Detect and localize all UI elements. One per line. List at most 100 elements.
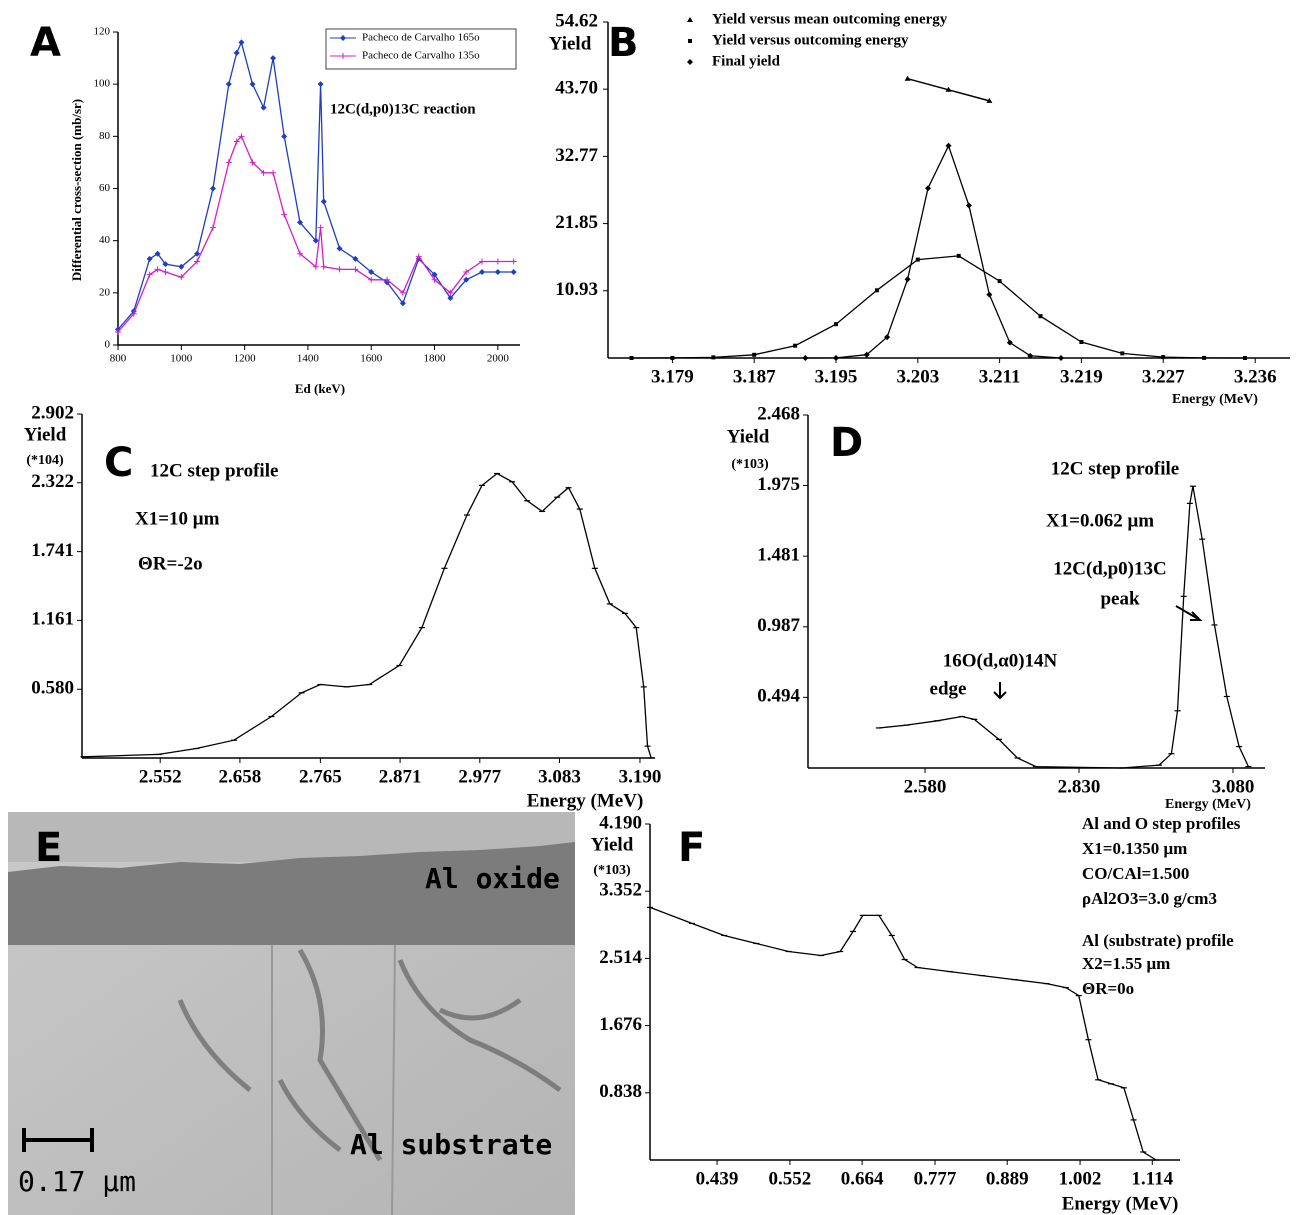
y-tick-label: 21.85 <box>555 212 598 233</box>
x-tick-label: 2.830 <box>1058 776 1101 797</box>
arrow <box>993 682 1007 700</box>
y-tick-label: 120 <box>94 26 111 38</box>
series-line <box>83 472 652 759</box>
x-tick-label: 3.203 <box>896 366 939 387</box>
y-axis-multiplier: (*103) <box>731 457 769 472</box>
annotation: Al (substrate) profile <box>1082 931 1234 950</box>
x-tick-label: 3.190 <box>619 766 662 787</box>
x-tick-label: 800 <box>110 353 127 365</box>
data-point <box>384 276 391 283</box>
data-point <box>479 268 486 275</box>
x-tick-label: 0.552 <box>769 1168 812 1189</box>
annotation: 16O(d,α0)14N <box>943 650 1058 671</box>
data-point <box>297 219 304 226</box>
grain-edge <box>271 944 396 1215</box>
chart-panel: 2.580 2.830 3.080 0.494 0.987 1.481 1.975 2.468… <box>727 403 1265 812</box>
legend-label: Final yield <box>712 53 781 69</box>
x-tick-label: 2.977 <box>458 766 501 787</box>
data-point <box>1120 351 1125 356</box>
data-point <box>238 39 245 46</box>
oxide-label: Al oxide <box>425 862 560 895</box>
data-point <box>431 276 438 283</box>
scale-label: 0.17 μm <box>18 1165 136 1198</box>
data-point <box>154 250 161 257</box>
y-tick-label: 0.838 <box>599 1081 642 1102</box>
data-point <box>904 75 911 81</box>
data-point <box>336 266 343 273</box>
x-tick-label: 2.658 <box>219 766 262 787</box>
y-tick-label: 1.161 <box>31 609 74 630</box>
x-tick-label: 1200 <box>234 353 257 365</box>
y-tick-label: 0.494 <box>757 686 800 707</box>
y-axis-title: Yield <box>727 426 770 447</box>
data-point <box>399 300 406 307</box>
x-tick-label: 1.114 <box>1131 1168 1173 1189</box>
y-tick-label: 0.580 <box>31 678 74 699</box>
legend-box <box>325 28 517 70</box>
y-tick-label: 2.902 <box>31 402 74 423</box>
x-axis-title: Energy (MeV) <box>1165 797 1251 812</box>
data-point <box>178 274 185 281</box>
chart-panel: 3.179 3.187 3.195 3.203 3.211 3.219 3.227 3.236… <box>549 10 1290 407</box>
series-line <box>117 40 514 330</box>
data-point <box>1006 339 1013 346</box>
data-point <box>270 55 277 62</box>
data-point <box>368 276 375 283</box>
data-point <box>986 291 993 298</box>
data-point <box>115 328 121 335</box>
legend-marker <box>687 17 693 22</box>
data-point <box>1202 355 1207 360</box>
panel-label: F <box>678 825 705 871</box>
data-point <box>225 81 232 88</box>
data-point <box>352 255 359 262</box>
data-point <box>510 258 517 265</box>
panel-label: D <box>830 420 863 466</box>
data-point <box>834 322 839 327</box>
x-tick-label: 2.580 <box>904 776 947 797</box>
panel-label: C <box>104 440 133 486</box>
x-tick-label: 2.765 <box>299 766 342 787</box>
annotation: 12C step profile <box>150 460 278 481</box>
data-point <box>629 356 634 360</box>
legend-marker <box>340 35 346 41</box>
panel-label: A <box>30 20 61 66</box>
data-point <box>320 198 327 205</box>
annotation: ΘR=-2o <box>138 553 203 574</box>
y-tick-label: 80 <box>99 130 111 142</box>
data-point <box>130 310 137 317</box>
y-tick-label: 43.70 <box>555 78 598 99</box>
annotation: ΘR=0o <box>1082 979 1134 998</box>
data-point <box>352 266 359 273</box>
y-tick-label: 1.741 <box>31 540 74 561</box>
annotation: ρAl2O3=3.0 g/cm3 <box>1082 889 1217 908</box>
chart-panel: 0.439 0.552 0.664 0.777 0.889 1.002 1.114 0.838… <box>591 812 1241 1214</box>
annotation: X1=0.1350 μm <box>1082 839 1187 858</box>
annotation: 12C(d,p0)13C <box>1053 558 1166 579</box>
data-point <box>415 253 422 260</box>
data-point <box>281 211 288 218</box>
x-tick-label: 0.889 <box>986 1168 1029 1189</box>
data-point <box>1079 340 1084 345</box>
data-point <box>154 266 161 273</box>
y-axis-multiplier: (*103) <box>593 863 631 878</box>
data-point <box>711 355 716 360</box>
y-tick-label: 3.352 <box>599 880 642 901</box>
chart-panel: 800 1000 1200 1400 1600 1800 2000 0 20 40 60 80 100 1… <box>30 20 520 396</box>
data-point <box>925 185 932 192</box>
data-point <box>312 237 319 244</box>
y-tick-label: 1.481 <box>757 545 800 566</box>
data-point <box>233 138 240 145</box>
y-tick-label: 32.77 <box>555 145 598 166</box>
annotation: X1=0.062 μm <box>1046 510 1154 531</box>
y-tick-label: 20 <box>99 286 111 298</box>
data-point <box>447 295 454 302</box>
legend-label: Pacheco de Carvalho 165o <box>362 32 480 44</box>
data-point <box>317 224 324 231</box>
series-line <box>649 906 1157 1161</box>
x-tick-label: 3.080 <box>1212 776 1255 797</box>
y-tick-label: 60 <box>99 182 111 194</box>
annotation: Al and O step profiles <box>1082 814 1241 833</box>
data-point <box>336 245 343 252</box>
arrow <box>1175 605 1203 621</box>
data-point <box>956 253 961 258</box>
